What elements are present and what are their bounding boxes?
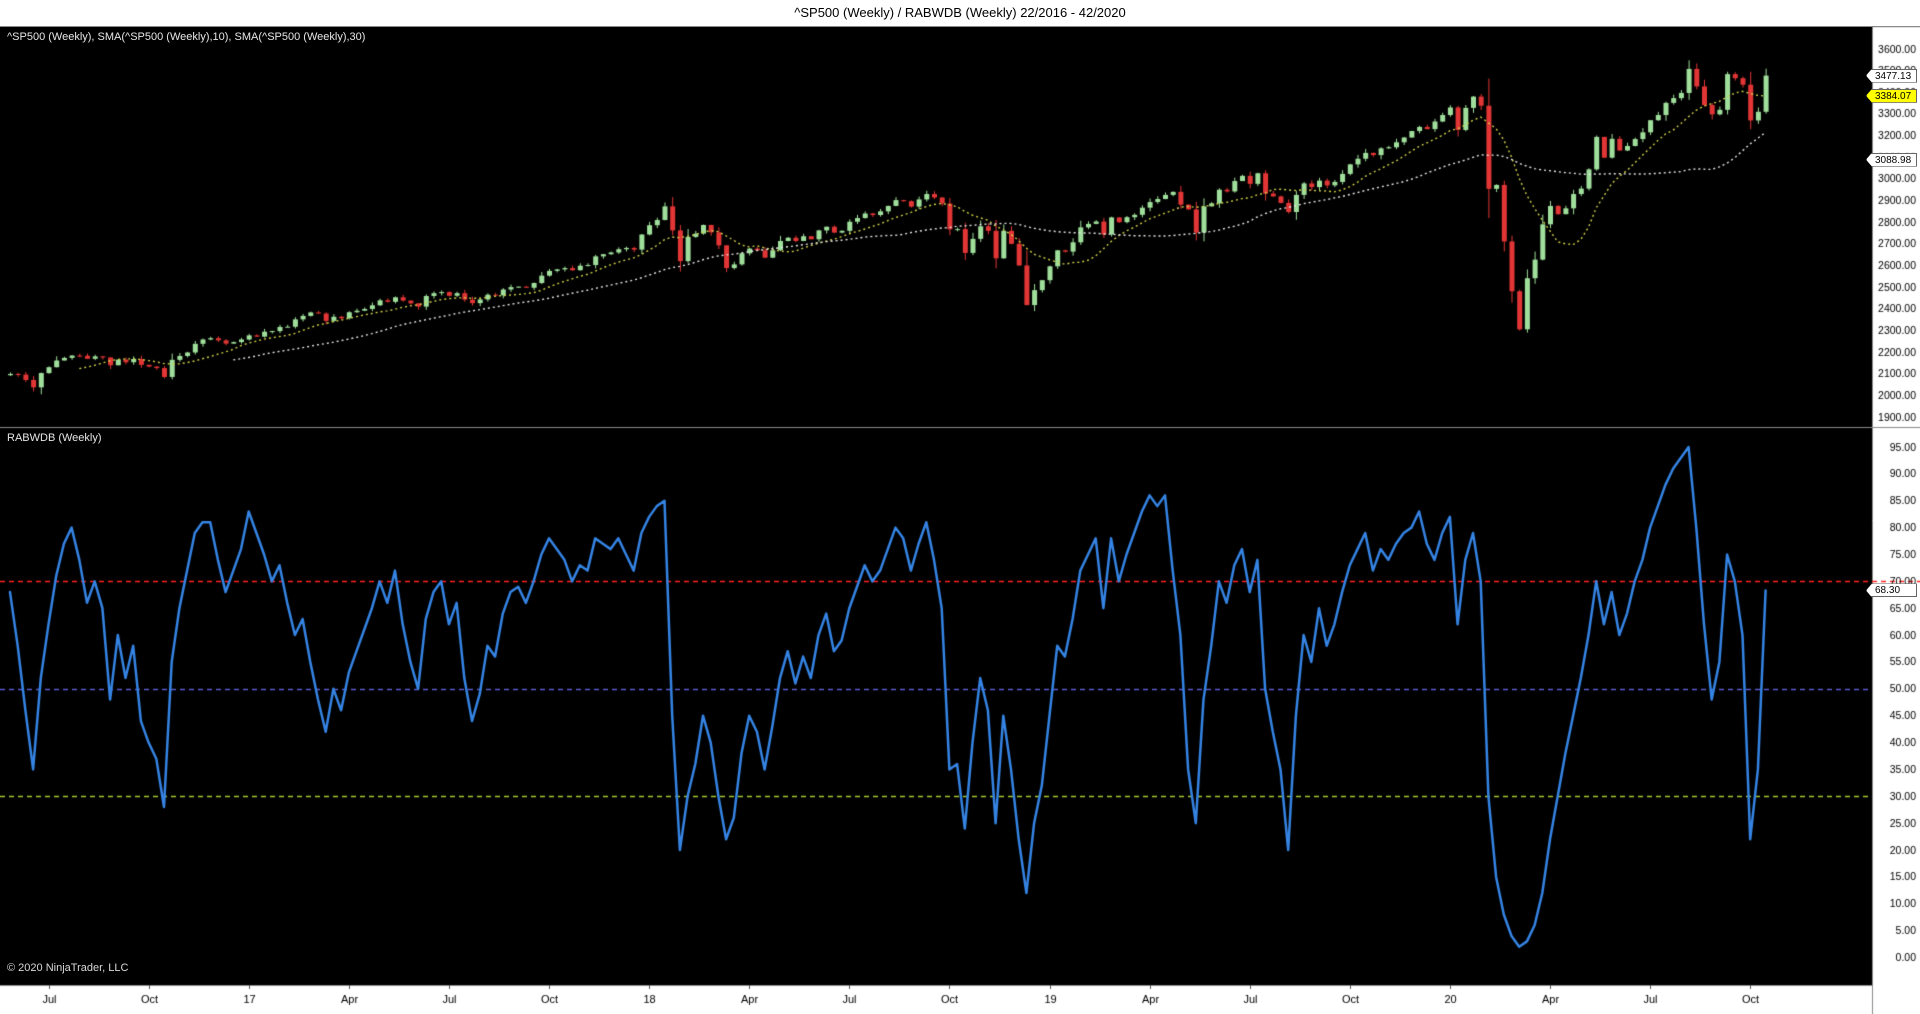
last-price-tag: 3477.13 (1866, 68, 1917, 83)
sma30-value-tag: 3088.98 (1866, 152, 1917, 167)
window-title: ^SP500 (Weekly) / RABWDB (Weekly) 22/201… (0, 0, 1920, 27)
indicator-value-tag: 68.30 (1866, 583, 1917, 598)
sma10-value-tag: 3384.07 (1866, 88, 1917, 103)
price-panel-label: ^SP500 (Weekly), SMA(^SP500 (Weekly),10)… (7, 31, 366, 43)
copyright-text: © 2020 NinjaTrader, LLC (7, 962, 129, 974)
indicator-panel-label: RABWDB (Weekly) (7, 432, 102, 444)
